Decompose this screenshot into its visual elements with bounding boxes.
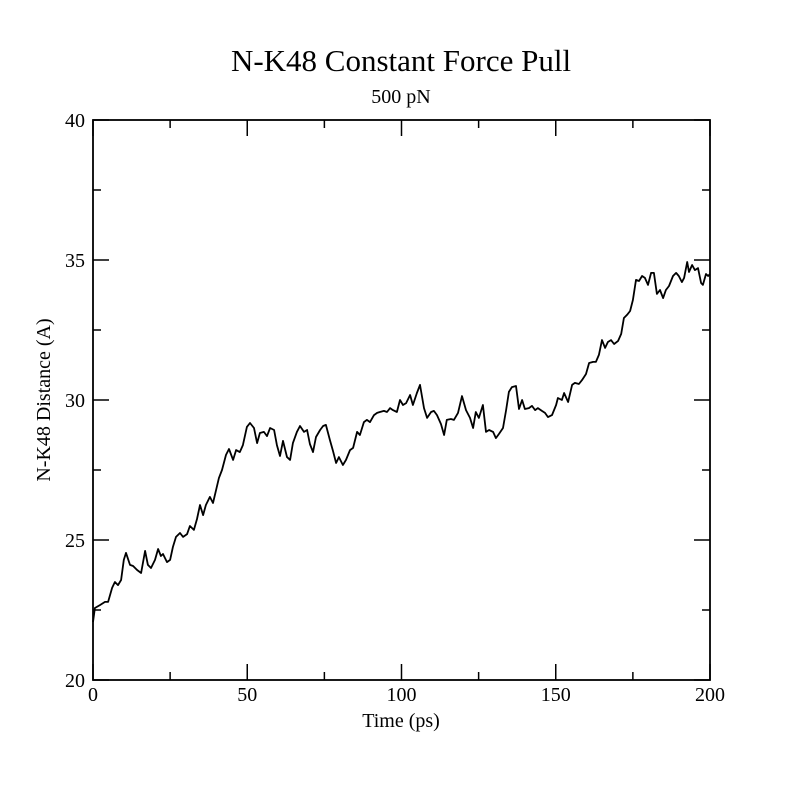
y-axis-label: N-K48 Distance (A) <box>33 318 55 481</box>
y-tick-label: 30 <box>65 390 85 412</box>
y-tick-label: 25 <box>65 530 85 552</box>
y-tick-label: 40 <box>65 110 85 132</box>
y-tick-label: 35 <box>65 250 85 272</box>
chart-subtitle: 500 pN <box>371 86 430 108</box>
x-tick-label: 150 <box>541 684 571 706</box>
chart-title: N-K48 Constant Force Pull <box>231 43 571 78</box>
series-line <box>92 261 711 623</box>
x-axis-label: Time (ps) <box>362 710 440 732</box>
x-tick-label: 100 <box>387 684 417 706</box>
x-tick-label: 200 <box>695 684 725 706</box>
x-tick-label: 50 <box>237 684 257 706</box>
plot-frame <box>92 119 711 681</box>
y-tick-label: 20 <box>65 670 85 692</box>
x-tick-label: 0 <box>88 684 98 706</box>
